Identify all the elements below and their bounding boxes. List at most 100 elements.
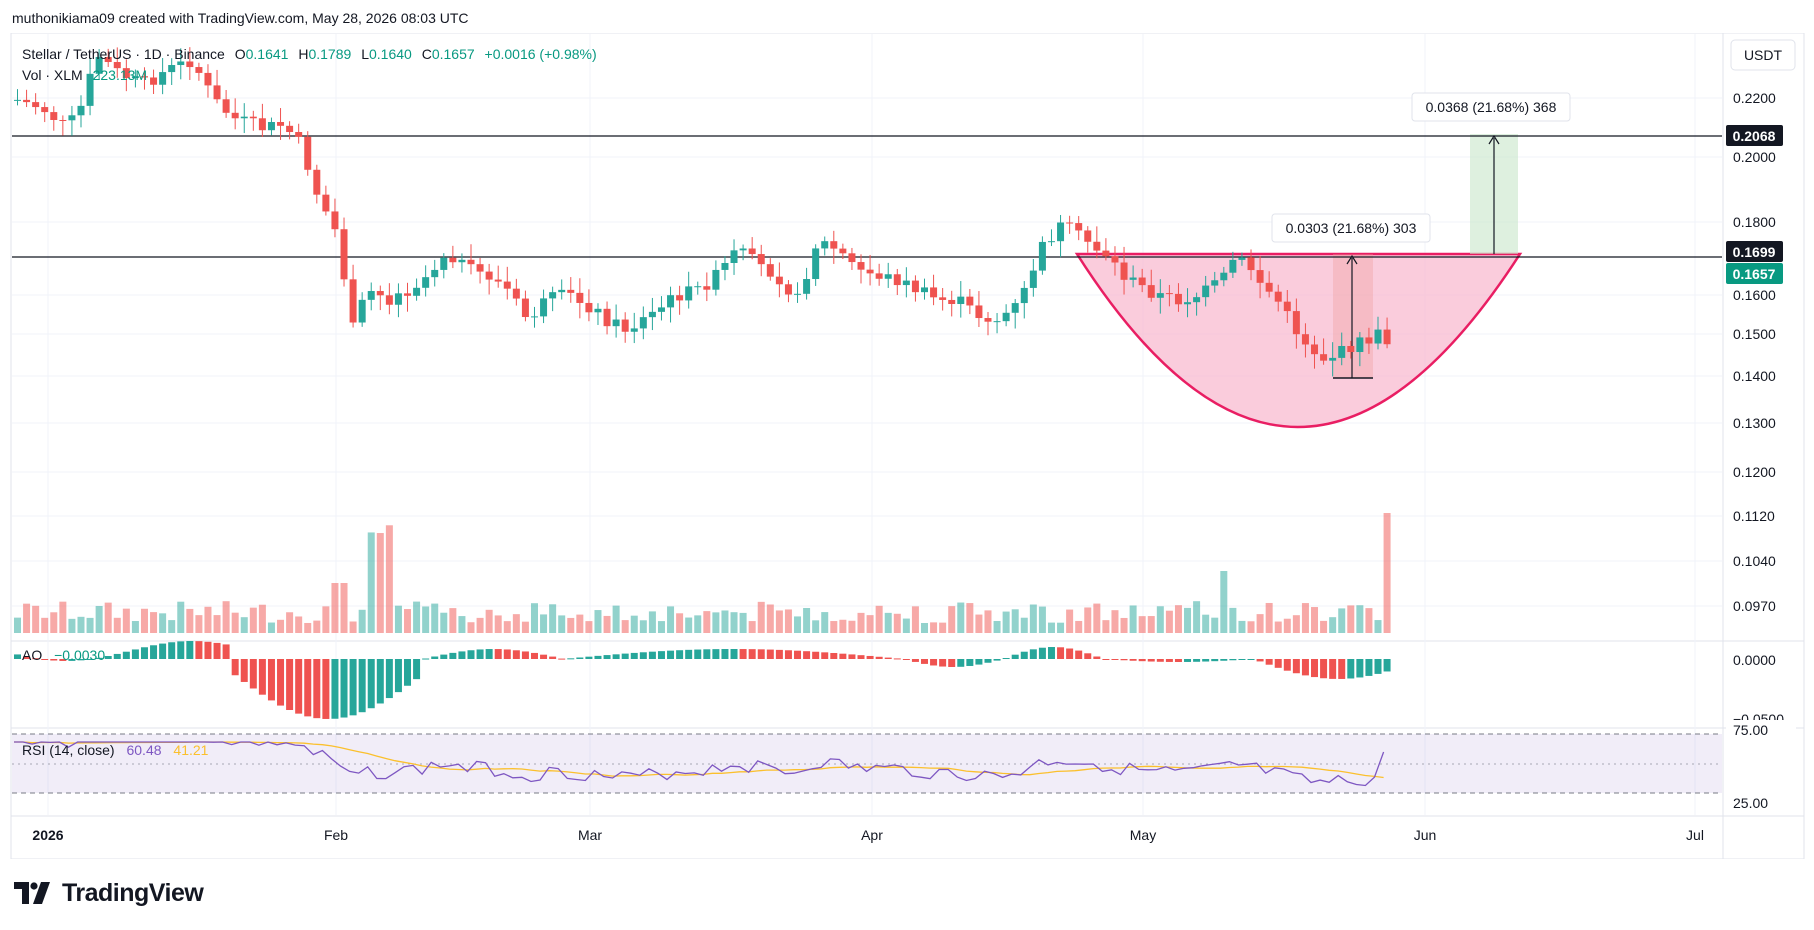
ao-bar (667, 650, 675, 659)
chart-canvas[interactable]: 0.0303 (21.68%) 303 0.0368 (21.68%) 368 … (0, 33, 1814, 859)
ao-bar (23, 656, 31, 659)
candle-body (195, 67, 203, 73)
ao-bar (612, 654, 620, 659)
volume-bar (1066, 609, 1074, 633)
price-axis[interactable]: 0.2200 0.2000 0.1800 0.1600 0.1500 0.140… (1733, 90, 1776, 614)
volume-bar (1193, 601, 1201, 633)
time-axis[interactable]: 2026 Feb Mar Apr May Jun Jul (32, 827, 1704, 843)
ao-bar (494, 649, 502, 659)
volume-bar (1002, 611, 1010, 633)
ao-bar (50, 659, 58, 661)
price-tick: 0.1400 (1733, 368, 1776, 384)
ao-bar (648, 651, 656, 659)
currency-button[interactable]: USDT (1730, 39, 1796, 71)
volume-bar (467, 622, 475, 633)
volume-bar (730, 612, 738, 633)
ao-bar (549, 656, 557, 659)
ao-bar (458, 651, 466, 659)
volume-bar (1320, 620, 1328, 633)
candle-body (32, 102, 40, 108)
candle-body (884, 274, 892, 279)
volume-bar (512, 614, 520, 633)
rsi-legend-label: RSI (14, close) (22, 742, 115, 758)
volume-bar (775, 610, 783, 633)
volume-bar (1356, 605, 1364, 633)
candle-body (240, 116, 248, 119)
ao-bar (404, 659, 412, 686)
ao-bar (540, 654, 548, 659)
ao-bar (694, 649, 702, 659)
volume-bar (703, 611, 711, 633)
candle-body (739, 248, 747, 251)
candle-body (249, 116, 257, 119)
volume-bar (1047, 622, 1055, 633)
time-tick-jun: Jun (1414, 827, 1437, 843)
volume-bar (576, 614, 584, 633)
ao-axis[interactable]: 0.0000 −0.0500 (1733, 652, 1784, 727)
measure-label-1: 0.0303 (21.68%) 303 (1271, 213, 1431, 243)
candle-body (304, 136, 312, 170)
rsi-band-background (12, 734, 1722, 793)
svg-text:0.0368 (21.68%) 368: 0.0368 (21.68%) 368 (1426, 99, 1557, 115)
candle-body (349, 279, 357, 323)
ao-bar (1256, 659, 1264, 662)
volume-bar (875, 605, 883, 633)
volume-bar (540, 614, 548, 633)
candle-body (603, 308, 611, 327)
ao-bar (277, 659, 285, 706)
candle-body (1202, 285, 1210, 298)
candle-body (1238, 257, 1246, 260)
candle-body (277, 122, 285, 126)
volume-bar (413, 601, 421, 633)
volume-bar (784, 609, 792, 633)
volume-bar (204, 606, 212, 633)
volume-bar (286, 612, 294, 633)
ao-bar (603, 655, 611, 659)
tradingview-logo[interactable]: TradingView (14, 878, 204, 908)
volume-bar (739, 612, 747, 633)
ao-bar (86, 659, 94, 660)
candle-body (177, 61, 185, 66)
volume-bar (612, 605, 620, 633)
candle-body (186, 61, 194, 68)
volume-bar (422, 606, 430, 633)
measure-label-2: 0.0368 (21.68%) 368 (1411, 92, 1571, 122)
volume-bar (1156, 606, 1164, 633)
candle-body (1129, 277, 1137, 280)
ao-bar (1129, 659, 1137, 661)
volume-bar (494, 615, 502, 633)
volume-bar (349, 621, 357, 633)
volume-bar (150, 612, 158, 633)
measure-range-box-1[interactable] (1333, 254, 1373, 378)
volume-bar (712, 612, 720, 633)
volume-bar (213, 615, 221, 633)
volume-bar (1301, 603, 1309, 633)
ao-bar (784, 650, 792, 659)
candle-body (1057, 222, 1065, 242)
candle-body (576, 292, 584, 303)
chart-legend: Stellar / TetherUS · 1D · Binance O0.164… (22, 46, 597, 758)
candle-body (657, 307, 665, 312)
candle-body (286, 125, 294, 133)
candle-body (685, 286, 693, 301)
ao-bar (1292, 659, 1300, 674)
volume-bar (1229, 607, 1237, 633)
volume-bar (721, 610, 729, 633)
ao-bar (993, 659, 1001, 661)
volume-bar (140, 608, 148, 633)
ao-legend-value: −0.0030 (54, 647, 105, 663)
candle-body (993, 321, 1001, 323)
price-label-resistance-top: 0.2068 (1726, 125, 1783, 146)
ao-bar (59, 659, 67, 661)
candle-body (458, 259, 466, 263)
ao-bar (766, 649, 774, 659)
candle-body (1156, 293, 1164, 298)
ao-bar (385, 659, 393, 699)
rsi-axis[interactable]: 75.00 25.00 (1726, 720, 1796, 811)
ao-bar (966, 659, 974, 666)
candle-body (594, 308, 602, 313)
candle-body (1029, 270, 1037, 288)
ao-bar (585, 656, 593, 659)
candle-body (213, 85, 221, 100)
ao-bar (639, 652, 647, 659)
